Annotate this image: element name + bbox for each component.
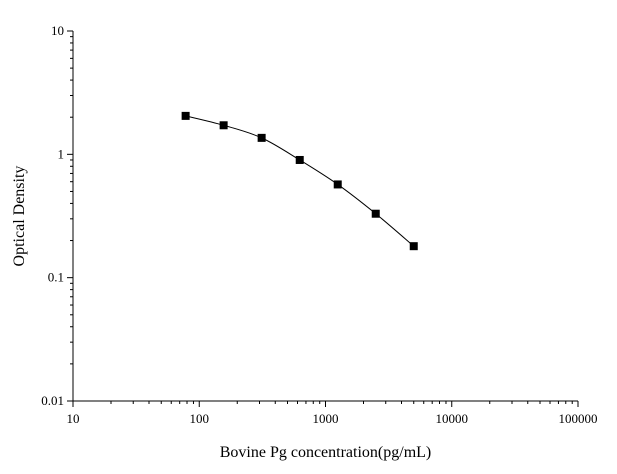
x-tick-label: 100: [190, 411, 210, 426]
ticks: 10 100 1000 10000 100000 0.01 0.1 1 10: [41, 23, 597, 426]
y-tick-label: 1: [58, 146, 65, 161]
x-tick-label: 100000: [559, 411, 598, 426]
x-tick-label: 10000: [436, 411, 469, 426]
x-axis-title: Bovine Pg concentration(pg/mL): [220, 444, 432, 461]
data-point-marker: [371, 209, 380, 218]
fit-curve: [185, 115, 415, 247]
data-point-marker: [333, 180, 342, 189]
y-tick-label: 10: [51, 23, 64, 38]
data-point-marker: [409, 242, 418, 251]
axes: [72, 31, 578, 402]
data-point-marker: [257, 133, 266, 142]
data-points: [181, 111, 418, 251]
data-point-marker: [295, 155, 304, 164]
y-axis-title: Optical Density: [11, 166, 28, 267]
x-tick-label: 10: [67, 411, 80, 426]
x-tick-label: 1000: [313, 411, 339, 426]
data-point-marker: [219, 121, 228, 130]
y-tick-label: 0.01: [41, 393, 64, 408]
data-point-marker: [181, 111, 190, 120]
y-tick-label: 0.1: [48, 270, 64, 285]
